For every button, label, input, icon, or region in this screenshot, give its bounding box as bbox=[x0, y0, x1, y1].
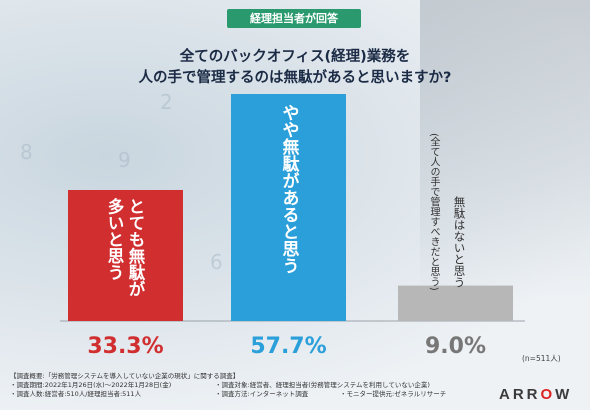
value-label-1: 33.3% bbox=[87, 334, 163, 359]
value-label-2: 57.7% bbox=[250, 334, 326, 359]
svg-text:とても無駄が: とても無駄が bbox=[126, 198, 145, 298]
arrow-logo: ARROW bbox=[499, 386, 573, 403]
bar-1 bbox=[68, 189, 183, 321]
footer-count: ・調査人数:経営者:510人/経理担当者:511人 bbox=[10, 390, 142, 398]
svg-text:多いと思う: 多いと思う bbox=[105, 197, 124, 281]
bar-2 bbox=[231, 94, 346, 321]
footer-period: ・調査期間:2022年1月26日(水)〜2022年1月28日(金) bbox=[10, 381, 172, 389]
chart-title-line1: 全てのバックオフィス(経理)業務を bbox=[179, 49, 411, 65]
chart-title-line2: 人の手で管理するのは無駄があると思いますか? bbox=[138, 70, 452, 86]
svg-text:(全て人の手で管理すべきだと思う): (全て人の手で管理すべきだと思う) bbox=[428, 133, 440, 291]
background-digit: 8 bbox=[20, 140, 33, 164]
background-digit: 2 bbox=[160, 90, 173, 114]
background-person bbox=[420, 0, 590, 300]
footer-provider: ・モニター提供元:ゼネラルリサーチ bbox=[340, 390, 447, 398]
background-digit: 6 bbox=[210, 250, 223, 274]
sample-size-note: (n=511人) bbox=[522, 354, 561, 363]
footer-method: ・調査方法:インターネット調査 bbox=[215, 390, 309, 398]
background-digit: 9 bbox=[118, 148, 131, 172]
svg-text:無駄はないと思う: 無駄はないと思う bbox=[453, 195, 467, 288]
value-label-3: 9.0% bbox=[425, 334, 486, 359]
svg-text:やや無駄があると思う: やや無駄があると思う bbox=[279, 104, 300, 274]
footer-line1: 【調査概要:「労務管理システムを導入していない企業の現状」に関する調査】 bbox=[10, 372, 240, 380]
category-label-2: やや無駄があると思う bbox=[279, 104, 300, 274]
footer-target: ・調査対象:経営者、経理担当者(労務管理システムを利用していない企業) bbox=[215, 381, 430, 389]
bar-3 bbox=[398, 285, 513, 321]
respondent-badge: 経理担当者が回答 bbox=[227, 9, 361, 28]
category-label-3: (全て人の手で管理すべきだと思う) 無駄はないと思う bbox=[428, 133, 467, 291]
